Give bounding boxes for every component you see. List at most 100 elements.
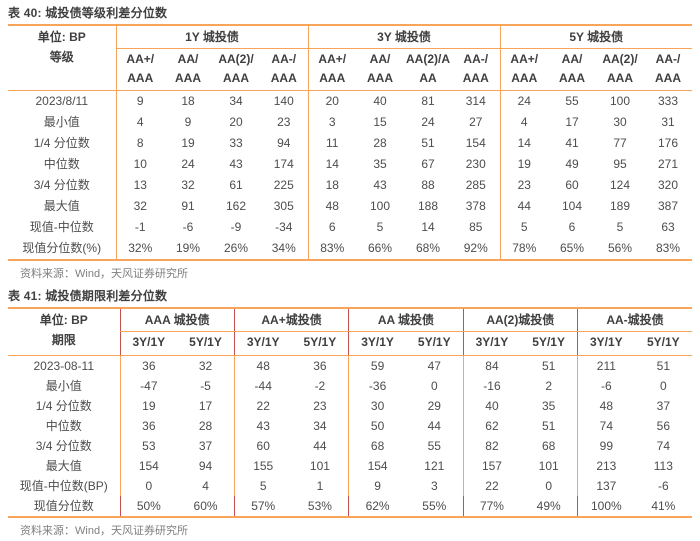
table-cell: 154 bbox=[348, 455, 406, 476]
table-cell: 94 bbox=[198, 458, 213, 473]
table-cell: 225 bbox=[273, 178, 294, 193]
table-cell: -1 bbox=[115, 217, 164, 239]
table-cell: 104 bbox=[561, 199, 583, 214]
table-cell: 1 bbox=[316, 478, 324, 493]
table-cell: 22 bbox=[233, 395, 292, 416]
table-row: 1/4 分位数 8 19 33 94 11 28 51 154 14 41 77 176 bbox=[8, 133, 692, 155]
table-cell: 154 bbox=[119, 455, 178, 476]
table-cell: 100 bbox=[369, 199, 391, 214]
column-header: AA+/ AAA bbox=[115, 48, 164, 92]
table-cell: 62% bbox=[348, 495, 406, 517]
row-label-cell: 最小值 bbox=[45, 378, 82, 393]
table-cell: 101 bbox=[538, 458, 559, 473]
table-cell: 230 bbox=[465, 157, 486, 172]
table-cell: -6 bbox=[576, 375, 635, 396]
table-cell: 189 bbox=[609, 199, 631, 214]
table-cell: -9 bbox=[230, 220, 242, 235]
table-cell: 35 bbox=[541, 398, 556, 413]
table-cell: 162 bbox=[225, 199, 247, 214]
table-cell: -16 bbox=[462, 375, 521, 396]
table-cell: 101 bbox=[309, 458, 330, 473]
table-cell: -5 bbox=[200, 378, 211, 393]
column-header: 5Y/1Y bbox=[520, 331, 578, 356]
table-cell: 44 bbox=[313, 438, 327, 453]
table-cell: 28 bbox=[373, 136, 387, 151]
table-cell: 51 bbox=[421, 136, 435, 151]
group-header-aa-minus: AA-城投债 bbox=[577, 308, 692, 333]
table41-corner-cell: 单位: BP 期限 bbox=[8, 308, 120, 356]
table-cell: 83% bbox=[655, 241, 681, 256]
row-label-cell: 中位数 bbox=[45, 418, 82, 433]
table-row: 2023/8/11 9 18 34 140 20 40 81 314 24 55 100 333 bbox=[8, 90, 692, 113]
table-cell: 5 bbox=[376, 220, 384, 235]
table-cell: 30 bbox=[613, 115, 627, 130]
table40-body: 2023/8/11 9 18 34 140 20 40 81 314 24 55 100 333 最小值 4… bbox=[8, 90, 692, 261]
table-cell: 271 bbox=[657, 157, 679, 172]
table-cell: 5 bbox=[616, 220, 624, 235]
table-cell: 37 bbox=[656, 398, 671, 413]
table41-source-note: 资料来源：Wind，天风证券研究所 bbox=[20, 524, 189, 537]
table-cell: 74 bbox=[656, 438, 671, 453]
table-cell: 36 bbox=[119, 415, 178, 436]
row-label-cell: 现值-中位数(BP) bbox=[19, 478, 108, 493]
group-header-1y: 1Y 城投债 bbox=[115, 25, 308, 49]
table-row: 最大值 32 91 162 305 48 100 188 378 44 104 189 387 bbox=[8, 196, 692, 218]
table-cell: 68 bbox=[348, 435, 406, 456]
table-cell: 53% bbox=[307, 498, 332, 513]
row-label-cell: 最大值 bbox=[45, 458, 82, 473]
column-header: AA(2)/A AA bbox=[404, 48, 452, 92]
table-cell: 174 bbox=[273, 157, 294, 172]
table-cell: 0 bbox=[119, 475, 178, 496]
group-header-aa-plus: AA+城投债 bbox=[233, 308, 349, 333]
table-cell: 62 bbox=[462, 415, 521, 436]
table-cell: 32 bbox=[198, 358, 213, 373]
table-cell: 34 bbox=[229, 94, 243, 109]
table-cell: 23 bbox=[277, 115, 291, 130]
column-header: AA-/ AAA bbox=[644, 48, 692, 92]
table-cell: 14 bbox=[499, 133, 548, 155]
table-cell: 33 bbox=[229, 136, 243, 151]
table-cell: 0 bbox=[660, 378, 667, 393]
table41-term-spread-table: 单位: BP 期限 AAA 城投债 AA+城投债 AA 城投债 AA(2)城投债… bbox=[8, 307, 692, 518]
table-cell: 55 bbox=[427, 438, 441, 453]
table-cell: 50% bbox=[119, 495, 178, 517]
unit-label: 单位: BP bbox=[37, 30, 86, 44]
table-cell: 14 bbox=[421, 220, 435, 235]
column-header: 3Y/1Y bbox=[119, 331, 178, 356]
table-cell: 53 bbox=[119, 435, 178, 456]
table41-subheader-row: 3Y/1Y 5Y/1Y 3Y/1Y 5Y/1Y 3Y/1Y 5Y/1Y 3Y/1Y 5Y/1Y… bbox=[8, 331, 692, 356]
table-cell: 31 bbox=[661, 115, 675, 130]
table-cell: 50 bbox=[348, 415, 406, 436]
table-cell: 13 bbox=[115, 175, 164, 197]
table-cell: 32% bbox=[115, 238, 164, 261]
table-cell: 100 bbox=[609, 94, 631, 109]
table-cell: 48 bbox=[576, 395, 635, 416]
table-cell: -6 bbox=[658, 478, 669, 493]
table40-title: 表 40: 城投债等级利差分位数 bbox=[8, 6, 168, 20]
table-cell: 5 bbox=[233, 475, 292, 496]
table-cell: 40 bbox=[462, 395, 521, 416]
table-cell: 27 bbox=[469, 115, 483, 130]
row-label-cell: 中位数 bbox=[43, 157, 80, 172]
table-cell: 320 bbox=[657, 178, 679, 193]
table-cell: 41 bbox=[565, 136, 579, 151]
table40-grade-spread-table: 单位: BP 等级 1Y 城投债 3Y 城投债 5Y 城投债 AA+/ AAA A… bbox=[8, 24, 692, 262]
table-cell: 100% bbox=[576, 495, 635, 517]
table-cell: 49% bbox=[536, 498, 561, 513]
table-cell: 15 bbox=[373, 115, 387, 130]
table-cell: 74 bbox=[576, 415, 635, 436]
table-cell: -6 bbox=[182, 220, 194, 235]
table40-subheader-row: AA+/ AAA AA/ AAA AA(2)/ AAA AA-/ AAA AA+/ AA… bbox=[8, 48, 692, 92]
column-header: AA+/ AAA bbox=[499, 48, 548, 92]
table-cell: 211 bbox=[576, 355, 635, 376]
table-cell: 49 bbox=[565, 157, 579, 172]
table-cell: 5 bbox=[499, 217, 548, 239]
table-cell: 67 bbox=[421, 157, 435, 172]
table-cell: 99 bbox=[576, 435, 635, 456]
table41-body: 2023-08-11 36 32 48 36 59 47 84 51 211 51 最小值 -47 -5-… bbox=[8, 355, 692, 517]
table-cell: 37 bbox=[198, 438, 213, 453]
table-cell: 41% bbox=[651, 498, 676, 513]
table-cell: 88 bbox=[421, 178, 435, 193]
table-cell: 19 bbox=[499, 154, 548, 176]
table-cell: 28 bbox=[198, 418, 213, 433]
